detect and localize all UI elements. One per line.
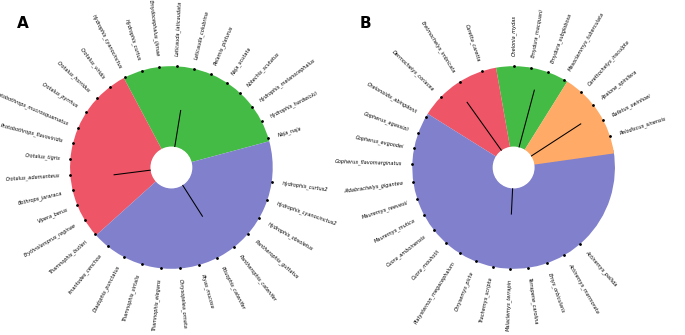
Text: Malaclemys_terrapin: Malaclemys_terrapin — [505, 279, 512, 331]
Text: B: B — [360, 15, 371, 30]
Wedge shape — [496, 66, 567, 150]
Text: Emydura_macquarii: Emydura_macquarii — [530, 8, 545, 58]
Text: Hydrophis_hardwickii: Hydrophis_hardwickii — [269, 90, 319, 120]
Text: Chelonoidis_abingdonii: Chelonoidis_abingdonii — [366, 81, 419, 114]
Text: Diadophis_punctatus: Diadophis_punctatus — [92, 265, 121, 313]
Text: Crotalus_tigris: Crotalus_tigris — [25, 152, 60, 160]
Text: Hydrophis_obsoletus: Hydrophis_obsoletus — [266, 221, 314, 252]
Text: Chrysopelea_ornata: Chrysopelea_ornata — [178, 278, 188, 329]
Text: Gopherus_agassizii: Gopherus_agassizii — [363, 110, 410, 132]
Text: Apalone_spinifera: Apalone_spinifera — [599, 69, 638, 101]
Text: Crotalus_horridus: Crotalus_horridus — [56, 60, 92, 93]
Text: Emys_orbicularis: Emys_orbicularis — [547, 272, 566, 314]
Text: Thamnophis_sirtalis: Thamnophis_sirtalis — [122, 273, 142, 322]
Wedge shape — [412, 114, 615, 269]
Text: Hydrophis_cyanocinctus2: Hydrophis_cyanocinctus2 — [276, 201, 338, 227]
Text: Protobothrops_flavoviridis: Protobothrops_flavoviridis — [0, 122, 64, 143]
Text: Trachemys_scripta: Trachemys_scripta — [478, 276, 493, 323]
Text: Eretmochelys_imbricata: Eretmochelys_imbricata — [420, 20, 457, 74]
Text: Notechis_scutatus: Notechis_scutatus — [245, 51, 281, 88]
Text: Vipera_berus: Vipera_berus — [37, 207, 69, 224]
Text: Platysternon_megacephalum: Platysternon_megacephalum — [414, 261, 457, 325]
Text: Erythrolamprus_reginae: Erythrolamprus_reginae — [23, 222, 77, 258]
Text: Hydrophis_melanocephalus: Hydrophis_melanocephalus — [259, 57, 317, 103]
Text: Terrapene_carolina: Terrapene_carolina — [526, 277, 538, 325]
Text: Chelonia_mydas: Chelonia_mydas — [511, 15, 516, 56]
Text: Crotalus_pyrrhus: Crotalus_pyrrhus — [41, 81, 79, 109]
Circle shape — [151, 147, 192, 188]
Text: Rafetus_swinhoei: Rafetus_swinhoei — [611, 92, 652, 118]
Text: Mauremys_mutica: Mauremys_mutica — [373, 217, 416, 244]
Text: Mesoclemmys_tuberculata: Mesoclemmys_tuberculata — [567, 11, 606, 72]
Wedge shape — [70, 78, 162, 235]
Text: A: A — [17, 15, 29, 30]
Text: Pantherophis_guttatus: Pantherophis_guttatus — [253, 239, 300, 280]
Text: Caretta_caretta: Caretta_caretta — [464, 23, 482, 62]
Text: Chrysemys_picta: Chrysemys_picta — [453, 270, 475, 312]
Text: Imantodes_cenchoa: Imantodes_cenchoa — [68, 252, 103, 295]
Text: Mauremys_reevesii: Mauremys_reevesii — [360, 199, 408, 220]
Text: Pantherophis_catenifer: Pantherophis_catenifer — [238, 254, 277, 303]
Text: Thamnophis_butleri: Thamnophis_butleri — [49, 239, 89, 275]
Text: Pelamis_platurus: Pelamis_platurus — [212, 25, 234, 66]
Text: Cuora_mouhotii: Cuora_mouhotii — [411, 249, 441, 281]
Text: Pituophis_catenifer: Pituophis_catenifer — [219, 266, 246, 311]
Text: Pelodiscus_sinensis: Pelodiscus_sinensis — [619, 115, 667, 136]
Text: Naja_scutata: Naja_scutata — [229, 45, 252, 76]
Text: Cuora_amboinensis: Cuora_amboinensis — [386, 234, 427, 268]
Wedge shape — [427, 68, 510, 157]
Text: Hydrophis_curtus: Hydrophis_curtus — [123, 19, 142, 62]
Text: Laticauda_laticaudata: Laticauda_laticaudata — [175, 1, 183, 56]
Text: Hydrophis_curtus2: Hydrophis_curtus2 — [282, 180, 328, 192]
Text: Thamnophis_elegans: Thamnophis_elegans — [151, 278, 162, 331]
Text: Crotalus_adamanteus: Crotalus_adamanteus — [5, 173, 60, 182]
Text: Hydrophis_cyanocinctus: Hydrophis_cyanocinctus — [91, 13, 123, 69]
Wedge shape — [96, 141, 273, 269]
Text: Gopherus_flavomarginatus: Gopherus_flavomarginatus — [335, 158, 402, 166]
Text: Carettochelys_insculpta: Carettochelys_insculpta — [586, 38, 630, 86]
Text: Emydura_subglobosa: Emydura_subglobosa — [549, 12, 573, 64]
Text: Dermochelys_coriacea: Dermochelys_coriacea — [390, 49, 436, 92]
Text: Actinemys_marmorata: Actinemys_marmorata — [567, 263, 600, 315]
Text: Actinemys_pallida: Actinemys_pallida — [584, 250, 619, 288]
Text: Bothrops_jararaca: Bothrops_jararaca — [18, 190, 64, 206]
Text: Gopherus_evgoodei: Gopherus_evgoodei — [356, 134, 405, 149]
Text: Aldabrachelys_gigantea: Aldabrachelys_gigantea — [344, 180, 403, 194]
Text: Emydocephalus_ijimae: Emydocephalus_ijimae — [148, 0, 160, 57]
Wedge shape — [524, 81, 614, 165]
Circle shape — [493, 147, 534, 188]
Text: Naja_naja: Naja_naja — [277, 125, 302, 138]
Text: Ptyas_mucosa: Ptyas_mucosa — [199, 274, 214, 310]
Text: Laticauda_colubrina: Laticauda_colubrina — [194, 9, 210, 60]
Text: Protobothrops_mucrosquamatus: Protobothrops_mucrosquamatus — [0, 90, 70, 127]
Wedge shape — [124, 66, 269, 162]
Text: Crotalus_viridis: Crotalus_viridis — [79, 46, 107, 80]
